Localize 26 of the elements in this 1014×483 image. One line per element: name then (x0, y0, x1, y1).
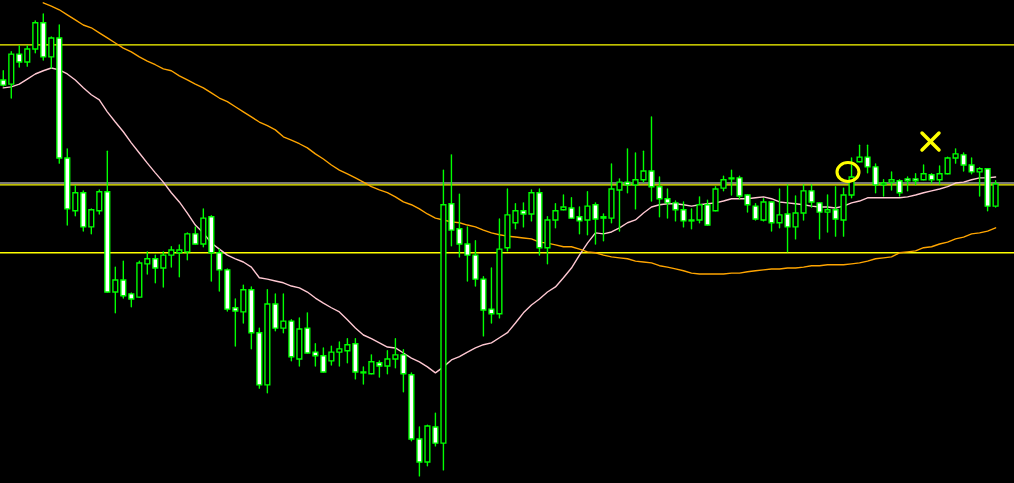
candlestick (72, 185, 79, 217)
candlestick (312, 343, 319, 367)
candlestick (280, 293, 287, 334)
candlestick (328, 345, 335, 366)
candlestick (216, 248, 223, 292)
candlestick (16, 45, 23, 68)
candlestick (120, 260, 127, 299)
candlestick (176, 244, 183, 278)
candlestick (88, 208, 95, 235)
candlestick (240, 284, 247, 324)
candlestick (112, 266, 119, 314)
candlestick (168, 246, 175, 268)
candlestick (336, 341, 343, 367)
candlestick (232, 298, 239, 347)
candlestick (344, 338, 351, 364)
candlestick (144, 251, 151, 275)
candlestick (152, 254, 159, 284)
candlestick (48, 36, 55, 69)
candlestick (24, 45, 31, 67)
candlestick (320, 347, 327, 373)
candlestick (368, 354, 375, 375)
candlestick (96, 189, 103, 215)
candlestick (392, 338, 399, 369)
candlestick (384, 350, 391, 375)
candlestick (184, 232, 191, 261)
candlestick (160, 251, 167, 288)
